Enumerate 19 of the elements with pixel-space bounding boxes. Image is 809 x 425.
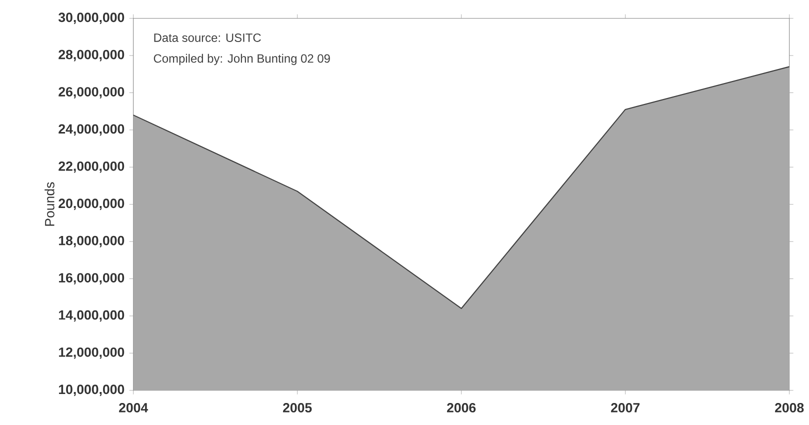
y-tick-label: 18,000,000 [59, 236, 124, 248]
annotation: Data source: USITC [154, 33, 261, 42]
x-tick-label: 2008 [775, 403, 804, 412]
y-tick-label: 16,000,000 [59, 273, 124, 284]
y-tick-label: 26,000,000 [58, 87, 124, 98]
x-tick-label: 2004 [119, 403, 148, 412]
x-tick-label: 2006 [447, 403, 476, 412]
y-axis-title: Pounds [44, 182, 54, 226]
y-tick-label: 28,000,000 [58, 50, 124, 62]
y-tick-label: 22,000,000 [58, 161, 124, 173]
y-tick-label: 30,000,000 [58, 12, 124, 24]
y-tick-label: 12,000,000 [59, 347, 124, 359]
y-tick-label: 24,000,000 [58, 124, 124, 136]
y-tick-label: 14,000,000 [59, 310, 124, 322]
x-tick-label: 2007 [611, 403, 640, 412]
y-tick-label: 20,000,000 [58, 198, 124, 210]
annotation: Compiled by: John Bunting 02 09 [154, 54, 330, 66]
x-tick-label: 2005 [283, 403, 312, 412]
y-tick-label: 10,000,000 [59, 384, 124, 396]
